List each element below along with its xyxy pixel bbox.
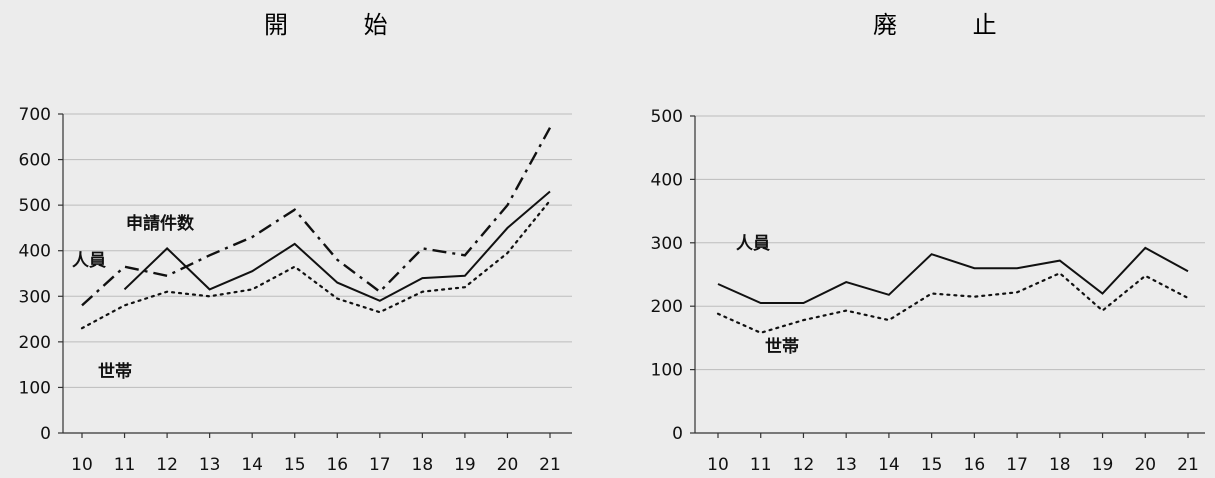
series-line-solid (717, 246, 1189, 304)
x-tick-label: 19 (1092, 455, 1114, 475)
x-tick-label: 13 (835, 455, 857, 475)
series-label: 世帯 (765, 336, 799, 357)
x-tick-label: 21 (539, 455, 561, 475)
x-tick-label: 13 (199, 455, 221, 475)
chart-start: 0 100 200 300 400 500 600 700 10 11 12 13 14 15 16 17 18… (19, 105, 572, 475)
y-tick-label: 300 (651, 234, 683, 254)
y-tick-label: 500 (651, 107, 683, 127)
x-tick-label: 18 (1049, 455, 1071, 475)
x-tick-label: 20 (497, 455, 519, 475)
x-tick-label: 12 (156, 455, 178, 475)
x-tick-label: 21 (1177, 455, 1199, 475)
series-label: 人員 (72, 251, 106, 271)
x-tick-label: 17 (369, 455, 391, 475)
y-tick-label: 400 (19, 242, 51, 262)
series-label: 世帯 (98, 361, 132, 382)
series-label: 申請件数 (126, 213, 195, 234)
x-tick-label: 10 (71, 455, 93, 475)
x-tick-label: 11 (114, 455, 136, 475)
y-tick-label: 700 (19, 105, 51, 125)
y-tick-label: 0 (672, 424, 683, 444)
series-line-dotted (80, 199, 552, 330)
y-tick-label: 200 (651, 297, 683, 317)
x-tick-label: 14 (241, 455, 263, 475)
series-label: 人員 (736, 234, 770, 254)
chart-end: 0 100 200 300 400 500 10 11 12 13 14 15 16 17 18 19 20 21… (651, 107, 1205, 475)
x-tick-label: 10 (707, 455, 729, 475)
chart-title-start: 開 始 (264, 11, 422, 39)
x-tick-label: 18 (412, 455, 434, 475)
y-tick-label: 100 (651, 361, 683, 381)
series-line-dashdot (81, 127, 552, 307)
chart-title-end: 廃 止 (873, 11, 1031, 39)
y-tick-label: 100 (19, 378, 51, 398)
series-line-dotted (716, 271, 1190, 334)
x-tick-label: 11 (750, 455, 772, 475)
y-tick-label: 500 (19, 196, 51, 216)
x-tick-label: 15 (921, 455, 943, 475)
y-tick-label: 400 (651, 170, 683, 190)
x-tick-label: 16 (326, 455, 348, 475)
x-tick-label: 14 (878, 455, 900, 475)
y-tick-label: 200 (19, 333, 51, 353)
x-tick-label: 19 (454, 455, 476, 475)
y-tick-label: 0 (40, 424, 51, 444)
x-tick-label: 17 (1006, 455, 1028, 475)
x-tick-label: 15 (284, 455, 306, 475)
x-tick-label: 20 (1134, 455, 1156, 475)
series-line-solid (123, 190, 551, 302)
x-tick-label: 16 (964, 455, 986, 475)
y-tick-label: 300 (19, 287, 51, 307)
y-tick-label: 600 (19, 151, 51, 171)
x-tick-label: 12 (793, 455, 815, 475)
